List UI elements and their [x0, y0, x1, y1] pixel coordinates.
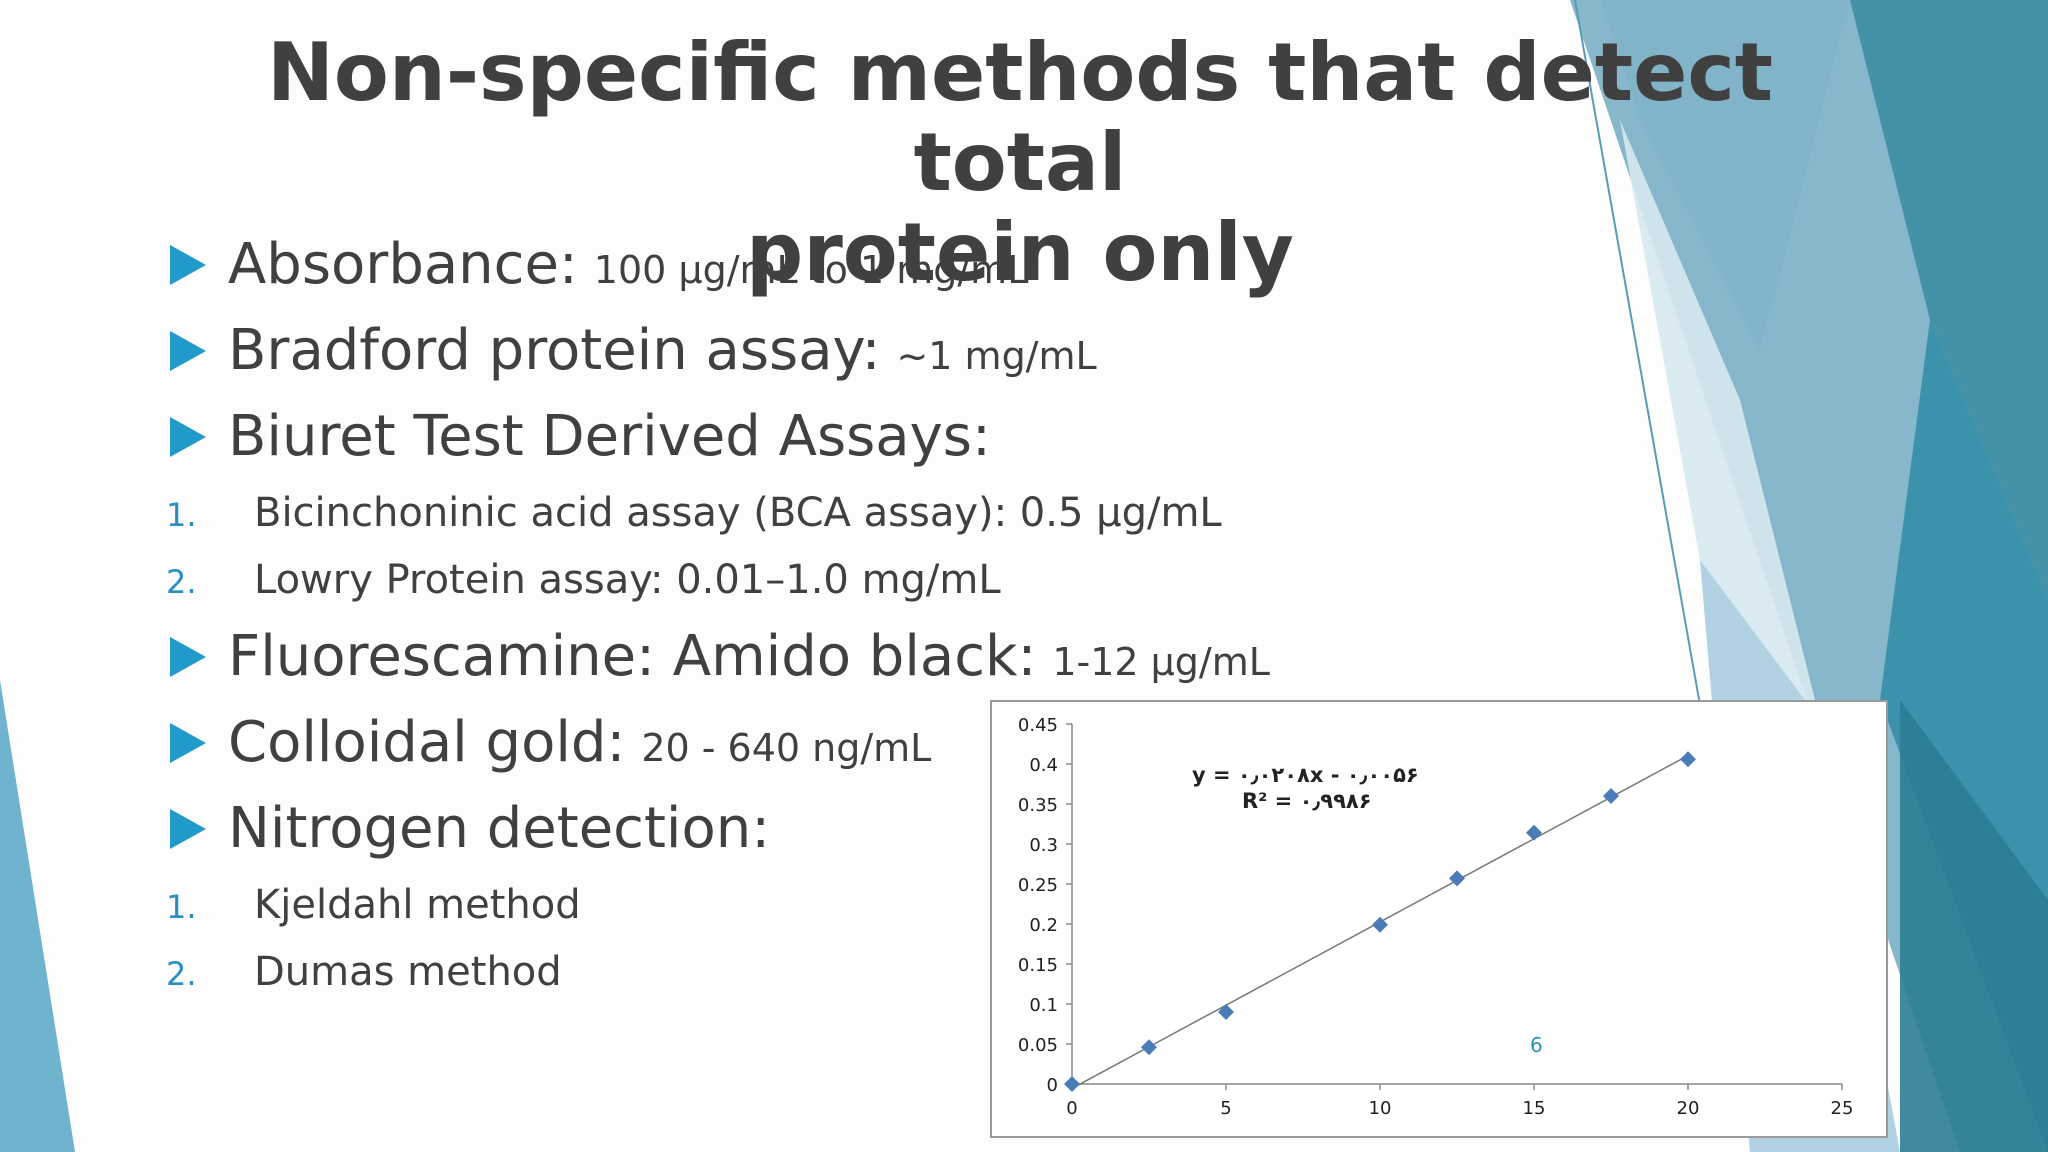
bullet-bradford: Bradford protein assay: ~1 mg/mL: [170, 318, 1097, 383]
x-tick-label: 5: [1220, 1098, 1231, 1119]
bullet-absorbance: Absorbance: 100 μg/mL to 1 mg/mL: [170, 232, 1028, 297]
item-number: 1.: [166, 888, 197, 926]
item-text: Bicinchoninic acid assay (BCA assay): 0.…: [254, 490, 1222, 536]
bullet-sub-text: 100 μg/mL to 1 mg/mL: [593, 248, 1029, 292]
nitrogen-item-dumas: 2. Dumas method: [166, 949, 562, 995]
bullet-main-text: Biuret Test Derived Assays:: [228, 404, 991, 469]
triangle-bullet-icon: [170, 636, 206, 677]
bg-shape-left: [0, 680, 75, 1152]
item-text: Dumas method: [254, 949, 562, 995]
nitrogen-item-kjeldahl: 1. Kjeldahl method: [166, 882, 581, 928]
bullet-colloidal-gold: Colloidal gold: 20 - 640 ng/mL: [170, 710, 931, 775]
triangle-bullet-icon: [170, 330, 206, 371]
bg-shape-light: [1600, 0, 1850, 350]
biuret-item-bca: 1. Bicinchoninic acid assay (BCA assay):…: [166, 490, 1222, 536]
y-tick-label: 0.2: [1029, 915, 1058, 936]
y-tick-label: 0.1: [1029, 995, 1058, 1016]
chart-svg: 0 0.05 0.1 0.15 0.2 0.25 0.3 0.35 0.4 0.45 0 5 10 15…: [1018, 715, 1854, 1119]
bullet-biuret: Biuret Test Derived Assays:: [170, 404, 991, 469]
bullet-sub-text: ~1 mg/mL: [896, 334, 1097, 378]
trendline-equation: y = ۰٫۰۲۰۸x - ۰٫۰۰۵۶: [1192, 763, 1419, 787]
triangle-bullet-icon: [170, 808, 206, 849]
x-tick-label: 15: [1523, 1098, 1546, 1119]
item-text: Kjeldahl method: [254, 882, 581, 928]
data-points: [1064, 751, 1696, 1092]
y-tick-label: 0.05: [1018, 1035, 1058, 1056]
data-point: [1141, 1039, 1157, 1056]
data-point: [1372, 916, 1388, 933]
x-tick-label: 0: [1066, 1098, 1077, 1119]
y-tick-label: 0.4: [1029, 755, 1058, 776]
item-number: 1.: [166, 496, 197, 534]
calibration-chart: 0 0.05 0.1 0.15 0.2 0.25 0.3 0.35 0.4 0.45 0 5 10 15…: [990, 700, 1888, 1138]
r-squared-label: R² = ۰٫۹۹۸۶: [1242, 789, 1372, 813]
data-point: [1526, 824, 1542, 841]
item-text: Lowry Protein assay: 0.01–1.0 mg/mL: [254, 557, 1001, 603]
title-line-2: protein only: [746, 206, 1294, 299]
bullet-main-text: Fluorescamine: Amido black:: [228, 624, 1037, 689]
bg-shape-teal: [1850, 0, 2048, 600]
triangle-bullet-icon: [170, 416, 206, 457]
bg-thin-line: [1574, 0, 1701, 706]
bullet-sub-text: 20 - 640 ng/mL: [641, 726, 932, 770]
bullet-sub-text: 1-12 μg/mL: [1052, 640, 1270, 684]
x-tick-label: 20: [1677, 1098, 1700, 1119]
item-number: 2.: [166, 563, 197, 601]
data-point: [1680, 751, 1696, 768]
x-tick-label: 10: [1369, 1098, 1392, 1119]
bg-shape-pale: [1620, 120, 1820, 720]
y-axis: 0 0.05 0.1 0.15 0.2 0.25 0.3 0.35 0.4 0.45: [1018, 715, 1073, 1096]
x-axis: 0 5 10 15 20 25: [1066, 1083, 1854, 1119]
slide-number: 6: [1530, 1033, 1543, 1057]
data-point: [1218, 1004, 1234, 1020]
bullet-main-text: Absorbance:: [228, 232, 578, 297]
bullet-main-text: Bradford protein assay:: [228, 318, 881, 383]
y-tick-label: 0.3: [1029, 835, 1058, 856]
y-tick-label: 0.15: [1018, 955, 1058, 976]
y-tick-label: 0.45: [1018, 715, 1058, 736]
x-tick-label: 25: [1831, 1098, 1854, 1119]
bullet-nitrogen: Nitrogen detection:: [170, 796, 770, 861]
y-tick-label: 0: [1047, 1075, 1058, 1096]
bullet-main-text: Colloidal gold:: [228, 710, 626, 775]
data-point: [1603, 788, 1619, 804]
y-tick-label: 0.35: [1018, 795, 1058, 816]
bullet-fluorescamine: Fluorescamine: Amido black: 1-12 μg/mL: [170, 624, 1270, 689]
triangle-bullet-icon: [170, 244, 206, 285]
slide-title: Non-specific methods that detect total p…: [180, 28, 1860, 298]
triangle-bullet-icon: [170, 722, 206, 763]
y-tick-label: 0.25: [1018, 875, 1058, 896]
biuret-item-lowry: 2. Lowry Protein assay: 0.01–1.0 mg/mL: [166, 557, 1001, 603]
title-line-1: Non-specific methods that detect total: [266, 26, 1774, 209]
data-point: [1449, 870, 1465, 887]
item-number: 2.: [166, 955, 197, 993]
bullet-main-text: Nitrogen detection:: [228, 796, 771, 861]
bg-shape-deep: [1900, 700, 2048, 1152]
data-point: [1064, 1076, 1080, 1092]
